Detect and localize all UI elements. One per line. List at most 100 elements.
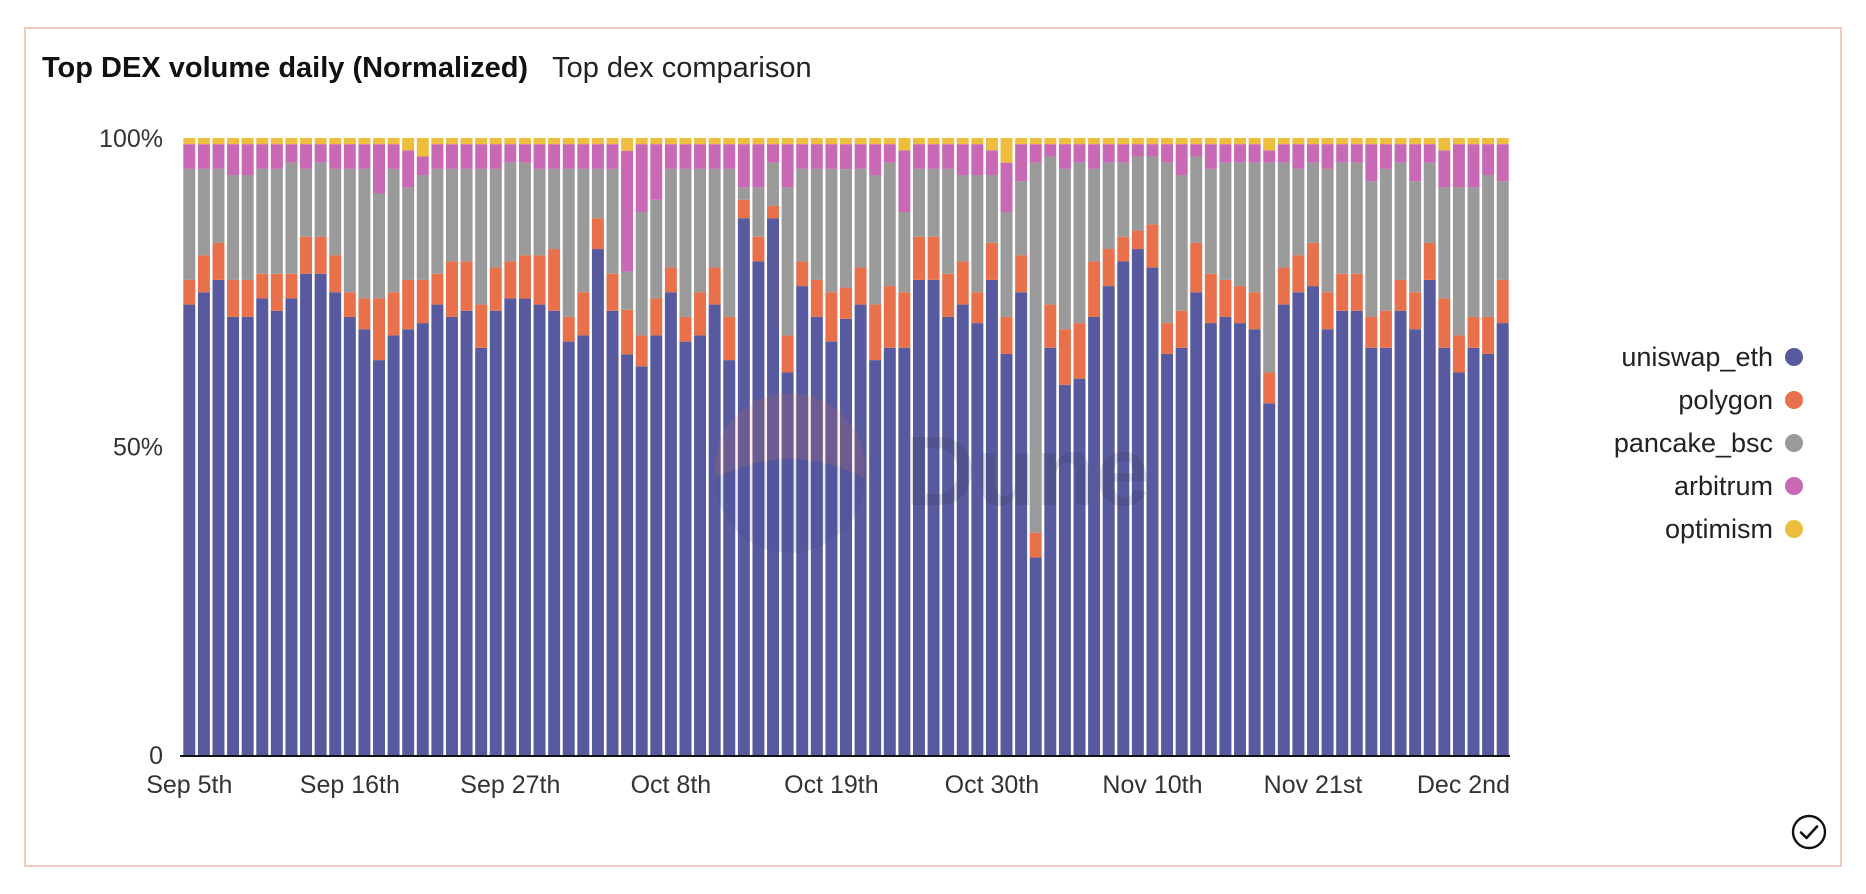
bar-segment-pancake-bsc[interactable] [854, 168, 867, 268]
bar-segment-optimism[interactable] [1088, 138, 1101, 145]
bar-segment-uniswap-eth[interactable] [1102, 286, 1115, 755]
bar-segment-arbitrum[interactable] [1350, 144, 1363, 163]
legend-item-arbitrum[interactable]: arbitrum [1674, 471, 1803, 501]
bar-segment-pancake-bsc[interactable] [1365, 181, 1378, 317]
bar-segment-pancake-bsc[interactable] [460, 168, 473, 262]
bar-segment-uniswap-eth[interactable] [212, 279, 225, 755]
bar-segment-pancake-bsc[interactable] [942, 168, 955, 274]
bar-segment-arbitrum[interactable] [1117, 144, 1130, 163]
bar-segment-uniswap-eth[interactable] [504, 298, 517, 755]
bar-segment-polygon[interactable] [1248, 292, 1261, 330]
bar-segment-uniswap-eth[interactable] [1117, 261, 1130, 755]
bar-segment-optimism[interactable] [577, 138, 590, 145]
bar-segment-arbitrum[interactable] [942, 144, 955, 169]
bar-segment-arbitrum[interactable] [1088, 144, 1101, 169]
bar-segment-pancake-bsc[interactable] [1161, 162, 1174, 324]
bar-segment-pancake-bsc[interactable] [664, 168, 677, 268]
bar-segment-polygon[interactable] [416, 279, 429, 324]
bar-segment-optimism[interactable] [1423, 138, 1436, 145]
bar-segment-polygon[interactable] [1146, 224, 1159, 268]
bar-segment-polygon[interactable] [708, 267, 721, 305]
bar-segment-optimism[interactable] [635, 138, 648, 145]
bar-segment-uniswap-eth[interactable] [1336, 310, 1349, 755]
bar-segment-pancake-bsc[interactable] [869, 175, 882, 305]
bar-segment-pancake-bsc[interactable] [606, 168, 619, 274]
bar-segment-pancake-bsc[interactable] [1073, 162, 1086, 324]
bar-segment-pancake-bsc[interactable] [1482, 175, 1495, 317]
bar-segment-optimism[interactable] [1467, 138, 1480, 145]
bar-segment-polygon[interactable] [1394, 279, 1407, 311]
bar-segment-pancake-bsc[interactable] [635, 212, 648, 336]
bar-segment-arbitrum[interactable] [1175, 144, 1188, 176]
bar-segment-polygon[interactable] [1131, 230, 1144, 250]
bar-segment-optimism[interactable] [1394, 138, 1407, 145]
bar-segment-uniswap-eth[interactable] [883, 347, 896, 755]
bar-segment-uniswap-eth[interactable] [752, 261, 765, 755]
bar-segment-arbitrum[interactable] [971, 144, 984, 176]
bar-segment-arbitrum[interactable] [621, 150, 634, 272]
bar-segment-polygon[interactable] [694, 292, 707, 336]
bar-segment-polygon[interactable] [475, 304, 488, 348]
bar-segment-arbitrum[interactable] [840, 144, 852, 170]
bar-segment-arbitrum[interactable] [1219, 144, 1232, 163]
bar-segment-polygon[interactable] [840, 287, 852, 319]
bar-segment-arbitrum[interactable] [533, 144, 546, 169]
bar-segment-arbitrum[interactable] [1000, 162, 1013, 213]
bar-segment-optimism[interactable] [1219, 138, 1232, 145]
bar-segment-polygon[interactable] [752, 236, 765, 262]
bar-segment-pancake-bsc[interactable] [898, 212, 911, 293]
bar-segment-uniswap-eth[interactable] [1044, 347, 1057, 755]
bar-segment-optimism[interactable] [591, 138, 604, 145]
bar-segment-pancake-bsc[interactable] [1175, 175, 1188, 311]
bar-segment-arbitrum[interactable] [883, 144, 896, 163]
bar-segment-uniswap-eth[interactable] [1307, 286, 1319, 755]
bar-segment-polygon[interactable] [387, 292, 400, 336]
bar-segment-polygon[interactable] [489, 267, 502, 311]
bar-segment-polygon[interactable] [1467, 316, 1480, 348]
bar-segment-uniswap-eth[interactable] [227, 316, 240, 755]
bar-segment-polygon[interactable] [300, 236, 313, 274]
bar-segment-optimism[interactable] [1496, 138, 1509, 145]
bar-segment-polygon[interactable] [767, 205, 780, 219]
bar-segment-uniswap-eth[interactable] [1029, 557, 1042, 755]
bar-segment-arbitrum[interactable] [1234, 144, 1247, 163]
bar-segment-pancake-bsc[interactable] [723, 168, 736, 317]
bar-segment-uniswap-eth[interactable] [912, 279, 925, 755]
bar-segment-uniswap-eth[interactable] [679, 341, 692, 755]
bar-segment-arbitrum[interactable] [723, 144, 736, 169]
bar-segment-pancake-bsc[interactable] [1088, 168, 1101, 262]
bar-segment-pancake-bsc[interactable] [1204, 168, 1217, 274]
bar-segment-arbitrum[interactable] [1204, 144, 1217, 169]
bar-segment-optimism[interactable] [475, 138, 488, 145]
bar-segment-pancake-bsc[interactable] [431, 168, 444, 274]
bar-segment-polygon[interactable] [1292, 255, 1305, 293]
bar-segment-pancake-bsc[interactable] [256, 168, 269, 274]
bar-segment-polygon[interactable] [723, 316, 736, 361]
bar-segment-pancake-bsc[interactable] [1146, 156, 1159, 225]
bar-segment-pancake-bsc[interactable] [1248, 162, 1261, 293]
bar-segment-uniswap-eth[interactable] [197, 292, 210, 755]
bar-segment-arbitrum[interactable] [1438, 150, 1451, 188]
bar-segment-arbitrum[interactable] [1336, 144, 1349, 163]
bar-segment-pancake-bsc[interactable] [1438, 187, 1451, 299]
bar-segment-arbitrum[interactable] [1248, 144, 1261, 163]
legend-item-uniswap-eth[interactable]: uniswap_eth [1621, 342, 1803, 372]
bar-segment-optimism[interactable] [942, 138, 955, 145]
bar-segment-optimism[interactable] [1292, 138, 1305, 145]
bar-segment-arbitrum[interactable] [227, 144, 240, 176]
bar-segment-optimism[interactable] [1058, 138, 1071, 145]
bar-segment-polygon[interactable] [183, 279, 196, 305]
bar-segment-arbitrum[interactable] [1423, 144, 1436, 163]
bar-segment-arbitrum[interactable] [956, 144, 969, 176]
bar-segment-pancake-bsc[interactable] [1117, 162, 1130, 237]
bar-segment-polygon[interactable] [737, 199, 750, 219]
bar-segment-polygon[interactable] [285, 273, 298, 299]
bar-segment-polygon[interactable] [912, 236, 925, 280]
bar-segment-uniswap-eth[interactable] [898, 347, 911, 755]
bar-segment-uniswap-eth[interactable] [869, 360, 882, 755]
bar-segment-uniswap-eth[interactable] [1482, 353, 1495, 755]
bar-segment-uniswap-eth[interactable] [1248, 329, 1261, 755]
bar-segment-arbitrum[interactable] [708, 144, 721, 169]
bar-segment-uniswap-eth[interactable] [985, 279, 998, 755]
bar-segment-arbitrum[interactable] [752, 144, 765, 188]
